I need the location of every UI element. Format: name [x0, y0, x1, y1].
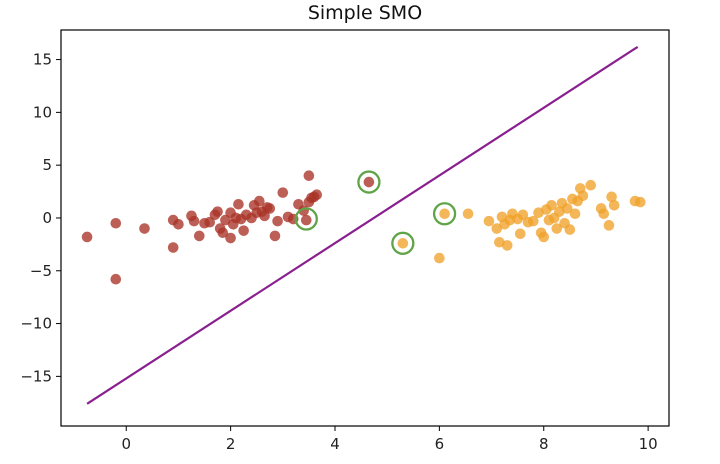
data-point-series-0-9 — [194, 230, 205, 242]
data-point-series-1-4 — [483, 215, 495, 227]
data-point-series-1-24 — [551, 223, 563, 234]
support-vector-ring-3 — [432, 202, 457, 226]
y-tick-label-1: 10 — [33, 103, 52, 121]
data-point-series-0-42 — [303, 170, 315, 182]
data-point-series-1-2 — [439, 208, 450, 220]
x-tick-label-0: 0 — [121, 435, 131, 453]
data-point-series-1-0 — [397, 238, 409, 249]
data-point-series-0-34 — [272, 215, 283, 227]
data-point-series-0-13 — [212, 206, 223, 217]
support-vector-ring-2 — [391, 231, 415, 255]
data-point-series-1-42 — [634, 196, 646, 208]
data-point-series-1-1 — [434, 252, 445, 264]
data-point-series-1-16 — [528, 215, 539, 227]
data-point-series-1-29 — [564, 224, 576, 235]
data-point-series-1-40 — [608, 199, 620, 211]
data-point-series-0-46 — [363, 176, 375, 188]
data-point-series-1-31 — [569, 208, 581, 220]
data-point-series-0-15 — [217, 227, 229, 239]
y-tick-label-6: −15 — [20, 367, 52, 385]
data-point-series-1-3 — [462, 208, 474, 220]
axes-frame — [60, 29, 670, 427]
data-point-series-1-5 — [491, 223, 503, 234]
data-point-series-0-33 — [269, 230, 281, 242]
x-tick-label-3: 6 — [435, 435, 445, 453]
data-point-series-0-18 — [225, 232, 236, 244]
data-point-series-0-2 — [110, 273, 122, 285]
y-tick-label-5: −10 — [20, 315, 52, 333]
y-tick-label-0: 15 — [33, 51, 52, 69]
support-vector-ring-0 — [294, 207, 318, 231]
data-point-series-1-34 — [577, 190, 589, 202]
data-point-series-1-38 — [603, 220, 615, 231]
data-point-series-1-19 — [538, 231, 550, 243]
decision-boundary-line — [86, 45, 639, 405]
data-point-series-1-22 — [546, 199, 557, 211]
chart-title: Simple SMO — [308, 2, 422, 24]
support-vector-ring-1 — [357, 170, 381, 194]
y-tick-label-3: 0 — [42, 209, 52, 227]
y-tick-label-2: 5 — [42, 156, 52, 174]
data-point-series-0-35 — [277, 187, 289, 198]
x-tick-label-4: 8 — [539, 435, 549, 453]
x-tick-label-5: 10 — [639, 435, 658, 453]
data-point-series-0-6 — [173, 219, 184, 230]
x-tick-label-1: 2 — [226, 435, 236, 453]
data-point-series-1-13 — [514, 228, 526, 240]
data-point-series-0-45 — [311, 189, 323, 201]
data-point-series-0-23 — [238, 225, 249, 236]
data-point-series-0-0 — [81, 231, 93, 243]
data-point-series-0-28 — [254, 195, 265, 207]
data-point-series-1-37 — [598, 208, 610, 220]
data-point-series-1-28 — [561, 203, 573, 214]
data-point-series-1-35 — [585, 179, 597, 191]
data-point-series-0-3 — [139, 223, 150, 234]
data-point-series-0-32 — [264, 203, 276, 214]
data-point-series-0-30 — [259, 210, 270, 222]
data-point-series-1-39 — [606, 191, 617, 203]
data-point-series-0-40 — [300, 214, 312, 226]
x-tick-label-2: 4 — [330, 435, 340, 453]
data-point-series-0-8 — [188, 215, 200, 227]
data-point-series-1-9 — [501, 240, 513, 251]
data-point-series-0-21 — [233, 198, 244, 210]
data-point-series-0-1 — [110, 217, 122, 229]
data-point-series-0-5 — [167, 242, 179, 253]
data-point-series-1-14 — [517, 209, 529, 221]
y-tick-label-4: −5 — [30, 262, 52, 280]
data-point-series-0-16 — [220, 214, 231, 226]
data-point-series-0-11 — [204, 216, 216, 228]
